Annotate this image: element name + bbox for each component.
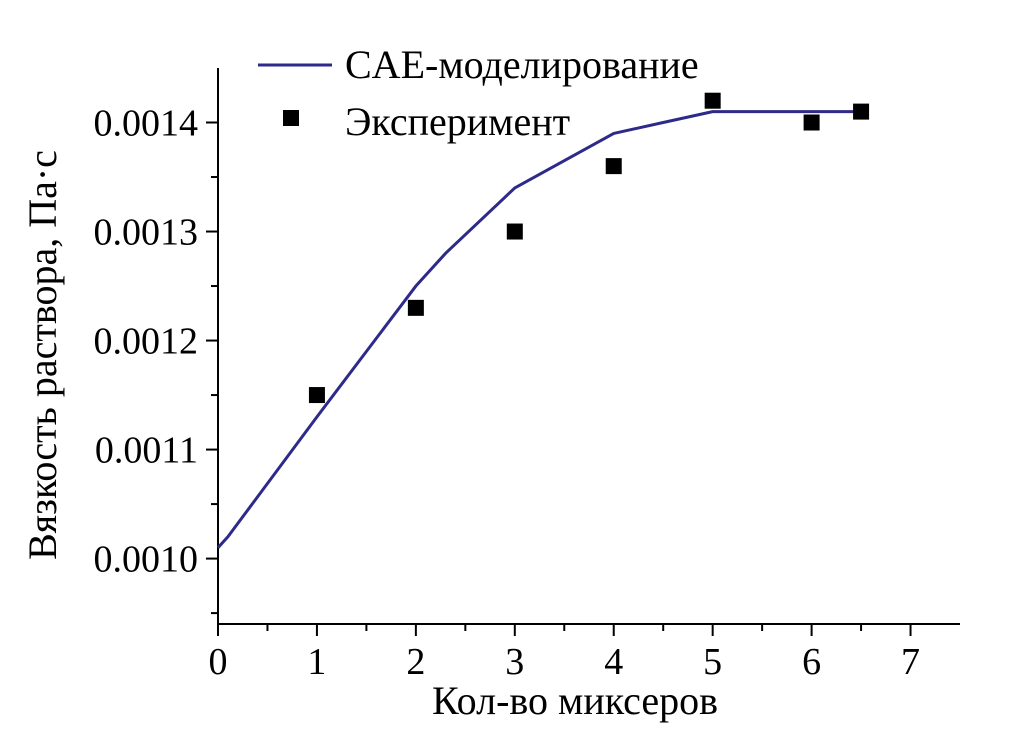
x-tick-label: 7 xyxy=(901,641,920,683)
experiment-point xyxy=(803,114,820,131)
y-tick-label: 0.0011 xyxy=(95,430,198,472)
series-layer xyxy=(216,92,870,549)
x-ticks: 0 1 2 3 4 5 6 7 xyxy=(209,624,920,683)
x-tick-label: 2 xyxy=(406,641,425,683)
experiment-point xyxy=(704,92,721,109)
x-tick-label: 3 xyxy=(505,641,524,683)
x-tick-label: 1 xyxy=(307,641,326,683)
experiment-point xyxy=(407,299,424,316)
x-tick-label: 0 xyxy=(209,641,228,683)
x-tick-label: 5 xyxy=(703,641,722,683)
experiment-point xyxy=(308,387,325,404)
x-tick-label: 4 xyxy=(604,641,623,683)
legend-label-experiment: Эксперимент xyxy=(345,99,570,144)
y-axis-title: Вязкость раствора, Па·с xyxy=(20,150,65,560)
axes xyxy=(217,68,960,625)
x-axis-title: Кол-во миксеров xyxy=(432,678,718,723)
y-tick-label: 0.0010 xyxy=(94,539,199,581)
legend: CAE-моделирование Эксперимент xyxy=(258,42,699,144)
experiment-point xyxy=(605,158,622,175)
y-tick-label: 0.0012 xyxy=(94,321,199,363)
x-tick-label: 6 xyxy=(802,641,821,683)
experiment-point xyxy=(506,223,523,240)
legend-label-cae: CAE-моделирование xyxy=(345,42,699,87)
legend-marker-swatch xyxy=(283,110,299,126)
experiment-point xyxy=(853,103,870,120)
series-line-cae xyxy=(216,110,862,549)
y-tick-label: 0.0013 xyxy=(94,212,199,254)
y-ticks: 0.0010 0.0011 0.0012 0.0013 0.0014 xyxy=(94,103,218,615)
y-tick-label: 0.0014 xyxy=(94,103,199,145)
